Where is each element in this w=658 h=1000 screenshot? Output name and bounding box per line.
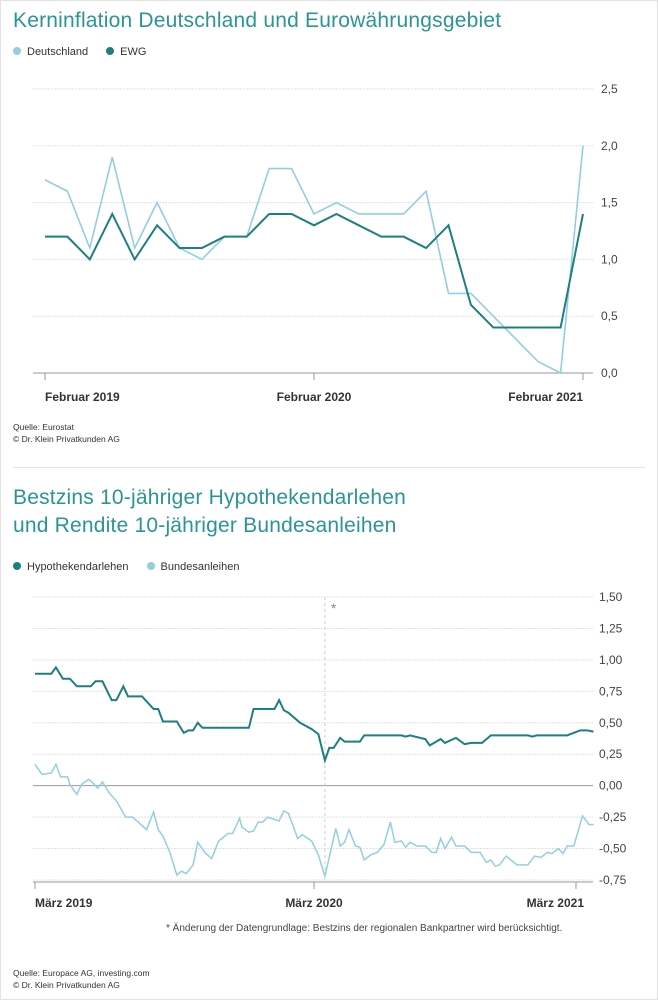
y-tick-label: 1,0	[601, 252, 618, 266]
legend-label: Hypothekendarlehen	[27, 561, 129, 573]
y-tick-label: 0,25	[599, 747, 623, 761]
legend-item-ewg: EWG	[106, 46, 146, 58]
legend-dot-icon	[106, 47, 115, 55]
y-tick-label: 1,5	[601, 196, 618, 210]
x-tick-label: Februar 2021	[508, 390, 583, 404]
series-line-hypothekendarlehen	[35, 665, 594, 765]
y-tick-label: 2,0	[601, 139, 618, 153]
legend-dot-icon	[146, 562, 155, 570]
legend-dot-icon	[13, 47, 21, 55]
chart2-title-line2: und Rendite 10-jähriger Bundesanleihen	[13, 514, 397, 537]
y-tick-label: 1,00	[599, 653, 623, 667]
legend-item-deutschland: Deutschland	[13, 46, 88, 58]
series-line-deutschland	[44, 145, 584, 375]
chart2-title-line1: Bestzins 10-jähriger Hypothekendarlehen	[13, 486, 407, 509]
legend-item-bundesanleihen: Bundesanleihen	[146, 561, 240, 573]
y-tick-label: -0,50	[599, 842, 627, 856]
x-tick-label: Februar 2019	[45, 390, 120, 404]
y-tick-label: 1,25	[599, 621, 623, 635]
chart2-plot: -0,75 -0,50 -0,25 0,00 0,25 0,50 0,75 1,00 1,25 1…	[33, 590, 627, 910]
y-tick-label: 0,75	[599, 684, 623, 698]
copyright-line: © Dr. Klein Privatkunden AG	[13, 980, 120, 990]
chart2-source: Quelle: Europace AG, investing.com © Dr.…	[13, 967, 150, 991]
x-tick-label: Februar 2020	[277, 390, 352, 404]
legend-label: Deutschland	[27, 46, 89, 58]
y-tick-label: -0,25	[599, 810, 627, 824]
chart1-plot: 0,0 0,5 1,0 1,5 2,0 2,5 Februar 2019 Februar 20…	[33, 82, 618, 404]
source-line: Quelle: Eurostat	[13, 422, 74, 432]
legend-label: Bundesanleihen	[160, 561, 240, 573]
chart2-title: Bestzins 10-jähriger Hypothekendarlehen …	[13, 484, 406, 540]
legend-dot-icon	[13, 562, 21, 570]
x-tick-label: März 2019	[35, 896, 93, 910]
footnote: * Änderung der Datengrundlage: Bestzins …	[166, 923, 563, 934]
y-tick-label: 0,50	[599, 716, 623, 730]
legend-label: EWG	[120, 46, 147, 58]
legend-item-hypothekendarlehen: Hypothekendarlehen	[13, 561, 129, 573]
y-tick-label: -0,75	[599, 873, 627, 887]
section-divider	[13, 467, 645, 468]
chart1-source: Quelle: Eurostat © Dr. Klein Privatkunde…	[13, 421, 120, 445]
x-tick-label: März 2021	[527, 896, 585, 910]
x-tick-label: März 2020	[285, 896, 343, 910]
y-tick-label: 0,5	[601, 309, 618, 323]
y-tick-label: 0,0	[601, 366, 618, 380]
chart2-legend: Hypothekendarlehen Bundesanleihen	[13, 561, 239, 573]
source-line: Quelle: Europace AG, investing.com	[13, 968, 150, 978]
series-line-bundesanleihen	[34, 762, 594, 880]
data-change-marker-label: *	[331, 600, 337, 616]
series-line-ewg	[45, 211, 584, 329]
y-tick-label: 1,50	[599, 590, 623, 604]
copyright-line: © Dr. Klein Privatkunden AG	[13, 434, 120, 444]
y-tick-label: 0,00	[599, 779, 623, 793]
chart1-legend: Deutschland EWG	[13, 46, 146, 58]
y-tick-label: 2,5	[601, 82, 618, 96]
chart1-title: Kerninflation Deutschland und Eurowährun…	[13, 9, 502, 32]
